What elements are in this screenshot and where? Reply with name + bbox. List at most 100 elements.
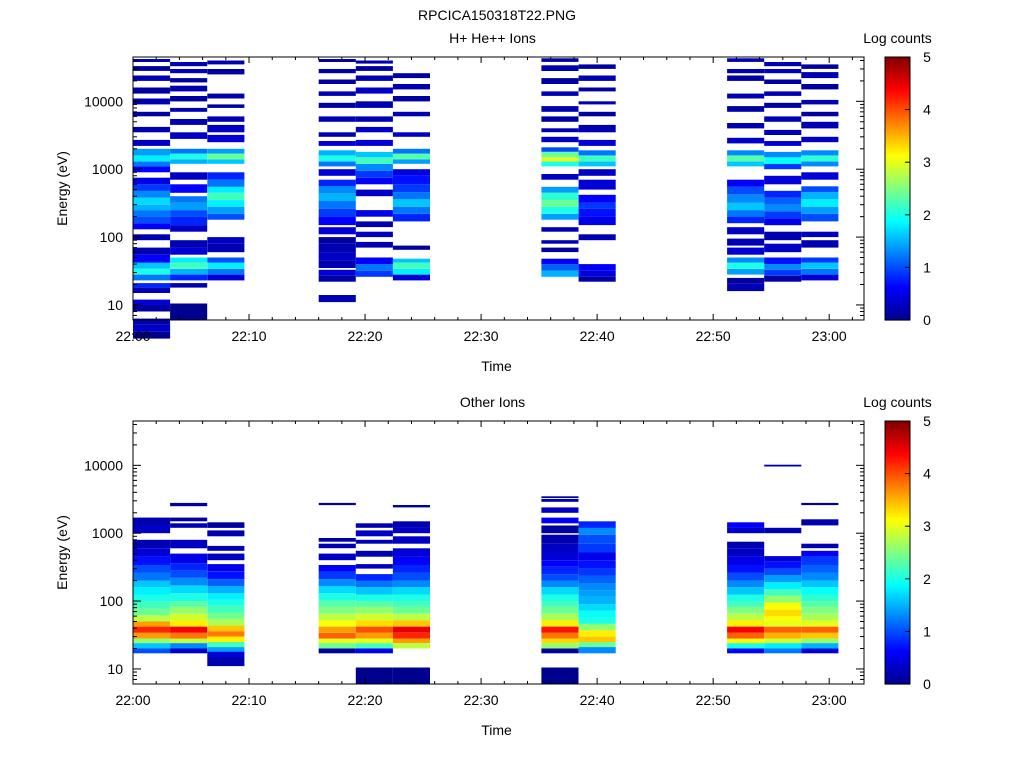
heatmap-cell xyxy=(764,175,802,185)
heatmap-cell xyxy=(170,78,208,83)
heatmap-cell xyxy=(727,93,765,99)
heatmap-cell xyxy=(764,116,802,122)
colorbar-segment xyxy=(885,221,910,225)
heatmap-cell xyxy=(541,552,579,561)
colorbar-segment xyxy=(885,456,910,459)
colorbar-segment xyxy=(885,278,910,282)
colorbar-segment xyxy=(885,81,910,84)
heatmap-cell xyxy=(541,632,579,639)
colorbar-segment xyxy=(885,87,910,91)
heatmap-cell xyxy=(207,564,245,572)
colorbar-segment xyxy=(885,548,910,551)
heatmap-cell xyxy=(541,270,579,277)
heatmap-cell xyxy=(541,128,579,133)
heatmap-cell xyxy=(133,190,171,198)
colorbar-segment xyxy=(885,429,910,433)
heatmap-cell xyxy=(578,111,616,117)
y-tick-label: 100 xyxy=(100,593,124,609)
heatmap-cell xyxy=(764,218,802,226)
heatmap-cell xyxy=(133,626,171,633)
heatmap-cell xyxy=(727,268,765,275)
heatmap-cell xyxy=(207,618,245,626)
colorbar-label: Log counts xyxy=(863,394,932,410)
heatmap-cell xyxy=(207,134,245,143)
heatmap-cell xyxy=(727,601,765,607)
colorbar-segment xyxy=(885,236,910,240)
heatmap-cell xyxy=(170,148,208,154)
heatmap-cell xyxy=(207,93,245,99)
colorbar-segment xyxy=(885,580,910,584)
heatmap-cell xyxy=(392,613,430,621)
heatmap-cell xyxy=(801,192,839,200)
heatmap-cell xyxy=(318,179,356,187)
heatmap-cell xyxy=(133,643,171,649)
colorbar-segment xyxy=(885,635,910,639)
heatmap-cell xyxy=(170,613,208,621)
heatmap-cell xyxy=(578,87,616,92)
heatmap-cell xyxy=(801,274,839,281)
colorbar-segment xyxy=(885,67,910,71)
heatmap-cell xyxy=(207,186,245,193)
heatmap-cell xyxy=(727,247,765,255)
heatmap-cell xyxy=(355,231,393,238)
heatmap-cell xyxy=(207,274,245,281)
colorbar-segment xyxy=(885,510,910,514)
heatmap-cell xyxy=(133,268,171,275)
heatmap-cell xyxy=(133,548,171,557)
heatmap-cell xyxy=(801,240,839,248)
colorbar-segment xyxy=(885,83,910,87)
heatmap-cell xyxy=(318,193,356,201)
heatmap-cell xyxy=(392,245,430,250)
colorbar-segment xyxy=(885,666,910,670)
heatmap-cell xyxy=(392,96,430,102)
heatmap-cell xyxy=(318,201,356,209)
heatmap-cell xyxy=(170,606,208,614)
colorbar-segment xyxy=(885,203,910,207)
heatmap-cell xyxy=(355,170,393,178)
colorbar-segment xyxy=(885,74,910,78)
colorbar-segment xyxy=(885,192,910,196)
colorbar-segment xyxy=(885,227,910,231)
heatmap-cell xyxy=(801,587,839,595)
colorbar-segment xyxy=(885,254,910,258)
heatmap-cell xyxy=(801,150,839,156)
heatmap-cell xyxy=(541,258,579,265)
heatmap-cell xyxy=(207,262,245,269)
heatmap-cell xyxy=(541,638,579,644)
colorbar-segment xyxy=(885,173,910,176)
heatmap-cell xyxy=(133,98,171,105)
colorbar-segment xyxy=(885,252,910,255)
heatmap-cell xyxy=(318,620,356,627)
colorbar-tick-label: 2 xyxy=(923,571,931,587)
colorbar-segment xyxy=(885,124,910,128)
heatmap-cell xyxy=(207,599,245,606)
colorbar-segment xyxy=(885,247,910,251)
heatmap-cell xyxy=(727,522,765,528)
heatmap-cell xyxy=(764,589,802,596)
heatmap-cell xyxy=(764,243,802,253)
colorbar-segment xyxy=(885,70,910,73)
heatmap-cell xyxy=(727,587,765,595)
heatmap-cell xyxy=(170,502,208,507)
colorbar-segment xyxy=(885,475,910,479)
y-axis-label: Energy (eV) xyxy=(54,151,70,226)
colorbar-segment xyxy=(885,506,910,510)
colorbar-segment xyxy=(885,113,910,117)
colorbar-segment xyxy=(885,133,910,137)
colorbar-segment xyxy=(885,425,910,429)
heatmap-cell xyxy=(318,571,356,580)
colorbar-segment xyxy=(885,206,910,209)
colorbar-segment xyxy=(885,616,910,619)
heatmap-cell xyxy=(355,151,393,158)
heatmap-cell xyxy=(392,536,430,544)
heatmap-cell xyxy=(207,571,245,580)
heatmap-cell xyxy=(207,625,245,632)
colorbar-segment xyxy=(885,513,910,516)
colorbar-segment xyxy=(885,265,910,268)
heatmap-cell xyxy=(578,521,616,528)
colorbar-segment xyxy=(885,442,910,446)
colorbar: 0 1 2 3 4 5 Log counts xyxy=(863,30,932,328)
heatmap-cell xyxy=(392,587,430,595)
heatmap-cell xyxy=(170,184,208,193)
heatmap-cell xyxy=(578,641,616,647)
